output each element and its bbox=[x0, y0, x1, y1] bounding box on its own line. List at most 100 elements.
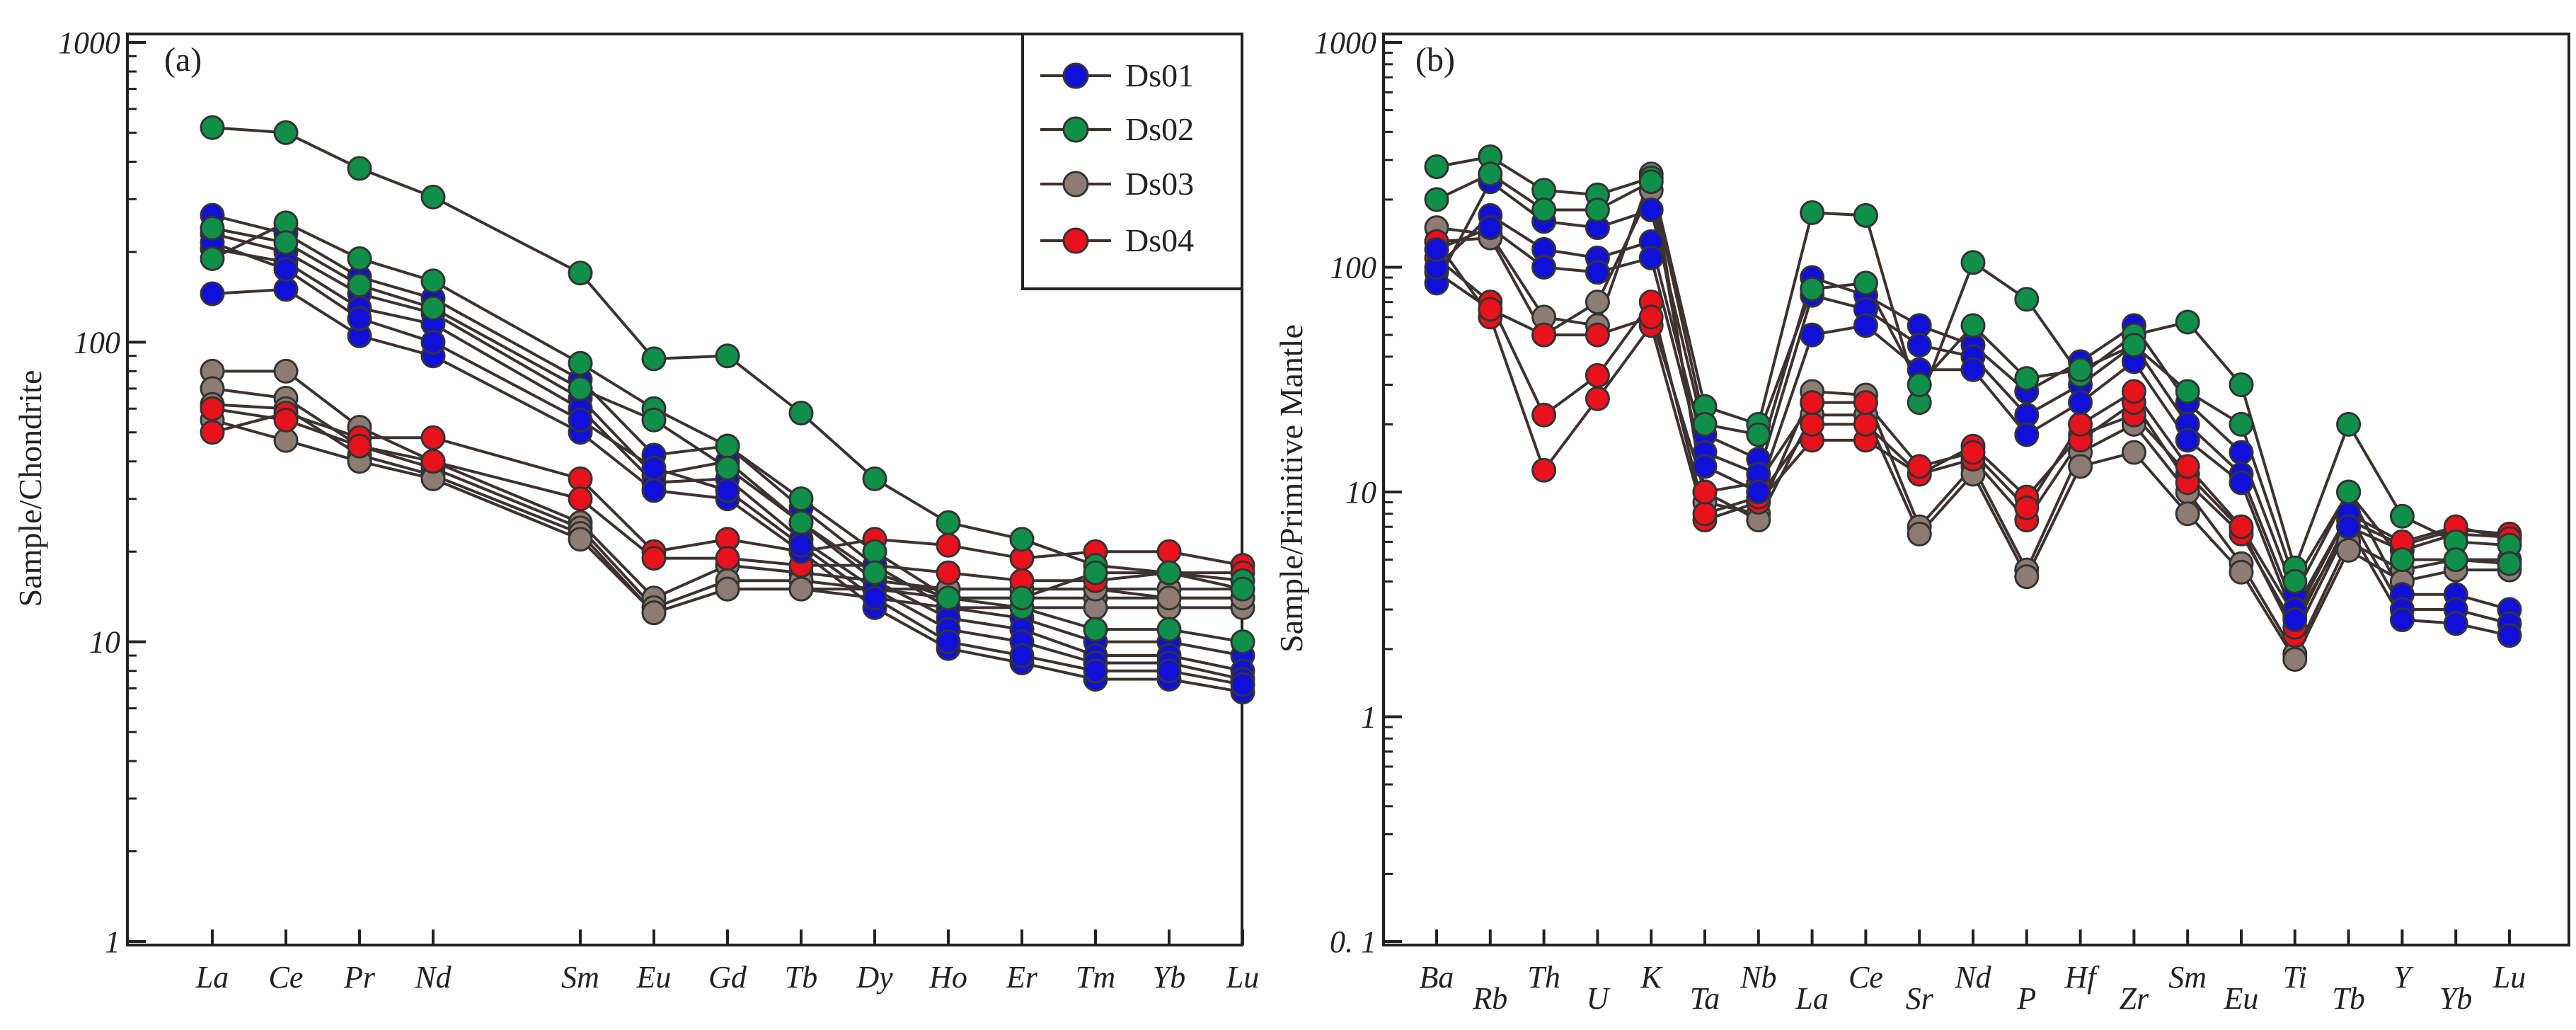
data-point-ds04 bbox=[715, 546, 740, 571]
data-point-ds02 bbox=[715, 433, 740, 459]
data-point-ds02 bbox=[568, 376, 593, 401]
data-point-ds02 bbox=[641, 346, 667, 372]
data-point-ds02 bbox=[273, 230, 299, 256]
data-point-ds02 bbox=[1230, 629, 1255, 655]
data-point-ds03 bbox=[273, 428, 299, 453]
data-point-ds04 bbox=[936, 532, 961, 558]
legend-label-ds03: Ds03 bbox=[1125, 166, 1194, 202]
data-point-ds04 bbox=[1692, 501, 1718, 527]
data-point-ds04 bbox=[2068, 411, 2093, 437]
data-point-ds02 bbox=[347, 273, 372, 298]
data-point-ds04 bbox=[1585, 322, 1610, 348]
x-tick-label-la: La bbox=[195, 960, 229, 995]
y-axis-a: 1 10 100 1000 bbox=[58, 25, 146, 959]
data-point-ds02 bbox=[1853, 270, 1878, 296]
legend-marker-ds04 bbox=[1062, 227, 1089, 254]
data-point-ds01 bbox=[2175, 428, 2200, 453]
data-point-ds02 bbox=[1009, 527, 1035, 552]
data-point-ds01 bbox=[1638, 197, 1664, 222]
x-tick-label-er: Er bbox=[1006, 960, 1038, 995]
data-point-ds03 bbox=[2282, 646, 2308, 672]
x-tick-label-rb: Rb bbox=[1472, 981, 1507, 1016]
data-point-ds01 bbox=[568, 407, 593, 433]
legend-label-ds01: Ds01 bbox=[1125, 57, 1194, 93]
data-point-ds02 bbox=[2014, 287, 2040, 312]
data-point-ds01 bbox=[1800, 322, 1825, 348]
data-point-ds04 bbox=[1156, 539, 1182, 564]
x-tick-label-tb: Tb bbox=[2332, 981, 2364, 1016]
y-tick-label: 10 bbox=[1345, 475, 1376, 510]
data-point-ds02 bbox=[2389, 503, 2415, 529]
data-point-ds02 bbox=[568, 261, 593, 286]
data-point-ds02 bbox=[2175, 309, 2200, 335]
data-point-ds02 bbox=[273, 120, 299, 145]
data-point-ds01 bbox=[1083, 658, 1108, 684]
y-tick-label: 1 bbox=[1361, 700, 1376, 735]
data-point-ds02 bbox=[1800, 276, 1825, 302]
legend-marker-ds01 bbox=[1062, 62, 1089, 89]
series-line-ds01 bbox=[212, 241, 1243, 687]
data-point-ds03 bbox=[715, 576, 740, 602]
data-point-ds02 bbox=[1960, 313, 1986, 338]
x-tick-label-hf: Hf bbox=[2064, 960, 2100, 995]
panel-label-b: (b) bbox=[1415, 41, 1455, 79]
data-point-ds03 bbox=[2068, 454, 2093, 479]
data-point-ds03 bbox=[2336, 537, 2362, 563]
data-point-ds02 bbox=[1009, 585, 1035, 611]
data-point-ds01 bbox=[420, 329, 446, 355]
data-point-ds04 bbox=[1800, 411, 1825, 437]
data-point-ds01 bbox=[2282, 607, 2308, 633]
data-point-ds01 bbox=[1853, 313, 1878, 338]
data-point-ds04 bbox=[1638, 304, 1664, 330]
data-point-ds02 bbox=[2336, 411, 2362, 437]
data-point-ds02 bbox=[2389, 547, 2415, 573]
x-tick-label-u: U bbox=[1587, 981, 1611, 1016]
data-point-ds02 bbox=[1907, 372, 1932, 398]
data-point-ds02 bbox=[420, 268, 446, 294]
chart-panel-a: (a) Sample/Chondrite 1 10 100 1000 La Ce Pr Nd… bbox=[12, 25, 1259, 995]
x-tick-label-ti: Ti bbox=[2283, 960, 2307, 995]
series-line-ds02 bbox=[212, 227, 1243, 600]
data-point-ds02 bbox=[1424, 154, 1449, 180]
x-tick-label-k: K bbox=[1640, 960, 1664, 995]
data-point-ds01 bbox=[2389, 607, 2415, 633]
data-point-ds02 bbox=[788, 486, 814, 512]
data-point-ds01 bbox=[200, 281, 225, 307]
data-point-ds02 bbox=[1853, 202, 1878, 228]
data-point-ds04 bbox=[2014, 495, 2040, 520]
y-tick-label: 0. 1 bbox=[1330, 925, 1376, 959]
legend-item-ds02: Ds02 bbox=[1040, 111, 1194, 147]
data-point-ds03 bbox=[641, 600, 667, 626]
y-tick-label: 1000 bbox=[58, 25, 120, 60]
data-point-ds02 bbox=[1531, 197, 1557, 222]
y-tick-label: 10 bbox=[89, 625, 120, 660]
data-point-ds02 bbox=[420, 184, 446, 210]
data-point-ds02 bbox=[2229, 411, 2254, 437]
x-tick-label-eu: Eu bbox=[636, 960, 672, 995]
data-point-ds01 bbox=[1746, 479, 1771, 505]
data-point-ds04 bbox=[1531, 402, 1557, 428]
data-point-ds01 bbox=[1009, 643, 1035, 668]
data-point-ds02 bbox=[641, 407, 667, 433]
data-point-ds01 bbox=[1638, 245, 1664, 270]
legend-item-ds04: Ds04 bbox=[1040, 222, 1194, 258]
data-point-ds01 bbox=[641, 455, 667, 481]
data-point-ds01 bbox=[2443, 611, 2468, 636]
x-tick-label-th: Th bbox=[1527, 960, 1560, 995]
x-tick-label-yb: Yb bbox=[2439, 981, 2472, 1016]
x-tick-label-lu: Lu bbox=[2492, 960, 2526, 995]
y-tick-label: 1000 bbox=[1314, 25, 1376, 60]
data-point-ds01 bbox=[1424, 236, 1449, 262]
series-line-ds02 bbox=[212, 126, 1243, 583]
data-point-ds03 bbox=[568, 527, 593, 552]
data-point-ds04 bbox=[2175, 454, 2200, 479]
legend-item-ds03: Ds03 bbox=[1040, 166, 1194, 202]
data-point-ds02 bbox=[2121, 333, 2146, 358]
x-tick-label-ho: Ho bbox=[928, 960, 967, 995]
panel-label-a: (a) bbox=[164, 41, 202, 79]
data-point-ds01 bbox=[788, 532, 814, 558]
data-point-ds02 bbox=[347, 246, 372, 271]
x-tick-label-nd: Nd bbox=[1954, 960, 1991, 995]
x-tick-label-zr: Zr bbox=[2120, 981, 2149, 1016]
data-point-ds01 bbox=[1585, 260, 1610, 285]
